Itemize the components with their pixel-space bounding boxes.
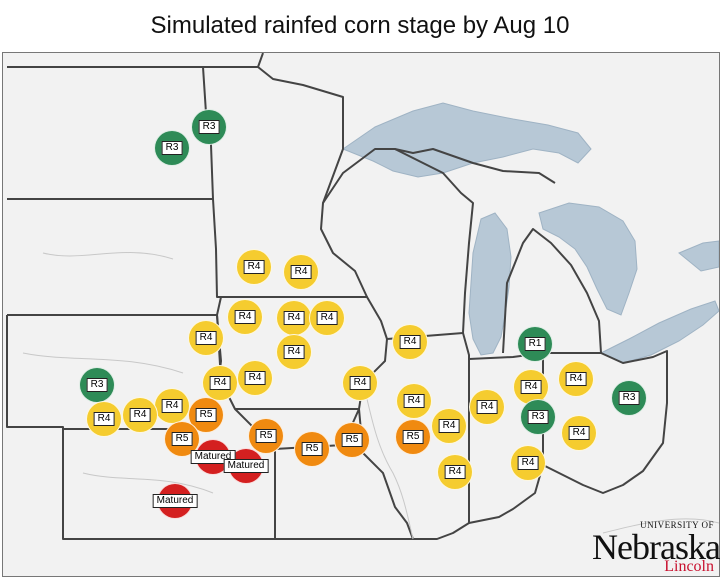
- site-stage-label: R4: [565, 372, 587, 386]
- michigan-up-border: [394, 148, 556, 184]
- site-stage-label: R4: [290, 265, 312, 279]
- site-marker-r4[interactable]: [437, 454, 473, 490]
- site-stage-label: R4: [438, 419, 460, 433]
- site-stage-label: Matured: [152, 494, 198, 508]
- site-stage-label: R4: [568, 426, 590, 440]
- site-stage-label: R4: [349, 376, 371, 390]
- site-stage-label: R4: [209, 376, 231, 390]
- lake-michigan: [468, 212, 512, 356]
- site-stage-label: R3: [527, 410, 549, 424]
- site-stage-label: R3: [198, 120, 220, 134]
- site-stage-label: R4: [283, 311, 305, 325]
- site-stage-label: R4: [244, 371, 266, 385]
- site-stage-label: R4: [316, 311, 338, 325]
- site-stage-label: R5: [301, 442, 323, 456]
- wisconsin-border: [322, 148, 474, 340]
- site-stage-label: R5: [171, 432, 193, 446]
- site-marker-r3[interactable]: [611, 380, 647, 416]
- logo-lincoln: Lincoln: [664, 558, 714, 575]
- site-stage-label: R3: [618, 391, 640, 405]
- site-stage-label: R5: [195, 408, 217, 422]
- site-marker-r4[interactable]: [396, 383, 432, 419]
- site-stage-label: R5: [341, 433, 363, 447]
- ohio-border: [542, 350, 668, 494]
- site-stage-label: R4: [93, 412, 115, 426]
- site-marker-r4[interactable]: [122, 397, 158, 433]
- lake-superior: [341, 102, 592, 178]
- basemap: [3, 53, 719, 576]
- lake-erie: [599, 300, 719, 364]
- site-stage-label: R4: [234, 310, 256, 324]
- map-title: Simulated rainfed corn stage by Aug 10: [0, 0, 720, 52]
- site-marker-r4[interactable]: [431, 408, 467, 444]
- site-stage-label: R4: [517, 456, 539, 470]
- site-stage-label: R3: [86, 378, 108, 392]
- site-stage-label: R4: [520, 380, 542, 394]
- logo-university-of: UNIVERSITY OF: [640, 520, 714, 530]
- map-canvas[interactable]: R3 R3 R4 R4 R4 R4 R4 R4 R4 R4 R4 R4 R4 R3 R4 R4 R4 R5 R4 R4…: [2, 52, 720, 577]
- indiana-border: [468, 352, 544, 524]
- site-stage-label: R4: [243, 260, 265, 274]
- site-marker-r4[interactable]: [510, 445, 546, 481]
- site-stage-label: R4: [129, 408, 151, 422]
- site-stage-label: R4: [399, 335, 421, 349]
- site-marker-r5[interactable]: [188, 397, 224, 433]
- site-stage-label: R4: [195, 331, 217, 345]
- site-stage-label: R5: [255, 429, 277, 443]
- site-stage-label: R4: [161, 399, 183, 413]
- site-stage-label: R4: [283, 345, 305, 359]
- site-stage-label: R4: [403, 394, 425, 408]
- michigan-lp-border: [502, 228, 602, 354]
- site-stage-label: R4: [476, 400, 498, 414]
- site-stage-label: R1: [524, 337, 546, 351]
- unl-logo: UNIVERSITY OF Nebraska Lincoln: [592, 520, 720, 576]
- lake-huron: [538, 202, 638, 316]
- lake-ontario: [678, 240, 719, 272]
- site-stage-label: R4: [444, 465, 466, 479]
- site-stage-label: Matured: [223, 459, 269, 473]
- logo-nebraska: Nebraska: [592, 527, 720, 567]
- site-stage-label: R5: [402, 430, 424, 444]
- site-stage-label: R3: [161, 141, 183, 155]
